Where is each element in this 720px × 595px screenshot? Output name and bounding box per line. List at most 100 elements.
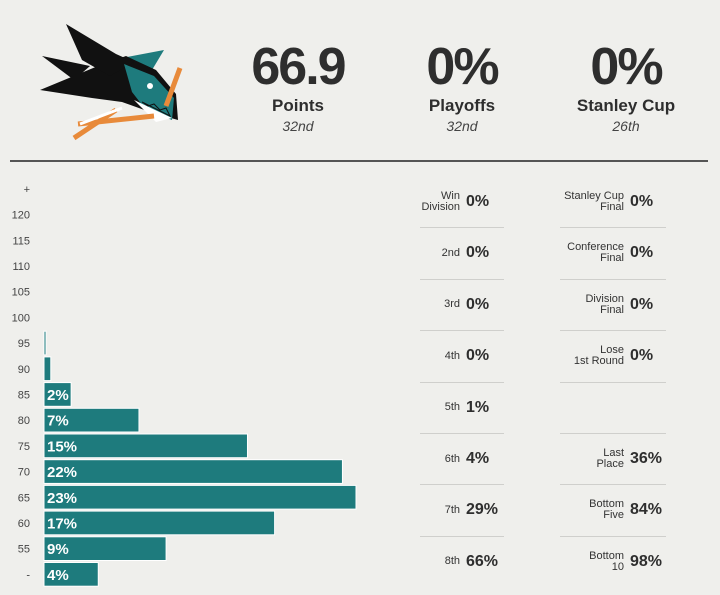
seed-value: 66% (466, 552, 499, 570)
bar-data-label: 7% (47, 413, 69, 430)
outcome-row: Division Final 0% (524, 285, 653, 325)
outcome-label: Bottom Five (589, 498, 624, 522)
outcome-divider (560, 278, 666, 280)
seed-row: 5th 1% (360, 388, 489, 428)
bar-data-label: 15% (47, 438, 77, 455)
y-tick-label: 70 (18, 467, 30, 479)
y-tick-label: 75 (18, 441, 30, 453)
seed-label: Win Division (421, 190, 460, 213)
seed-divider (420, 484, 504, 486)
outcome-label: Division Final (585, 292, 624, 316)
distribution-bar (43, 356, 52, 382)
y-tick-label: 80 (18, 415, 30, 427)
header-divider (10, 160, 708, 162)
stanley-cup-rank: 26th (612, 118, 640, 134)
outcome-value: 0% (630, 347, 654, 365)
outcome-row: Conference Final 0% (524, 233, 653, 273)
outcome-value: 36% (630, 450, 663, 467)
seed-label: 5th (444, 401, 460, 414)
seed-row: 4th 0% (360, 336, 489, 376)
y-tick-label: 120 (12, 210, 30, 222)
outcome-row: Last Place 36% (524, 439, 662, 479)
points-rank: 32nd (282, 118, 314, 134)
seed-row: 3rd 0% (360, 285, 489, 325)
seed-row: 2nd 0% (360, 233, 489, 273)
y-tick-label: 90 (18, 364, 30, 376)
playoffs-label: Playoffs (428, 96, 496, 115)
distribution-bar (43, 407, 140, 433)
seed-divider (420, 278, 504, 280)
seed-label: 7th (444, 503, 460, 516)
seed-value: 0% (466, 193, 490, 210)
outcome-label: Stanley Cup Final (564, 190, 624, 213)
outcome-divider (560, 484, 666, 486)
outcome-value: 98% (630, 552, 663, 570)
outcome-divider (560, 381, 666, 383)
y-tick-label: 60 (18, 518, 30, 530)
outcome-divider (560, 330, 666, 332)
playoffs-stat: 0% Playoffs 32nd (377, 40, 547, 134)
outcome-label: Last Place (596, 447, 624, 470)
playoffs-value: 0% (426, 38, 499, 96)
seed-divider (420, 535, 504, 537)
points-value: 66.9 (251, 38, 346, 96)
outcome-divider (560, 433, 666, 434)
outcome-divider (560, 535, 666, 537)
seed-value: 0% (466, 347, 490, 365)
distribution-bar (43, 484, 357, 510)
outcome-value: 0% (630, 295, 654, 313)
stanley-cup-label: Stanley Cup (576, 96, 676, 115)
seed-label: 8th (444, 555, 460, 568)
seed-value: 4% (466, 450, 490, 467)
seed-value: 0% (466, 295, 490, 313)
outcome-divider (560, 227, 666, 229)
outcome-row: Bottom 10 98% (524, 542, 662, 582)
stanley-cup-value: 0% (590, 38, 663, 96)
distribution-bar (43, 536, 167, 561)
outcome-value: 0% (630, 244, 654, 262)
stanley-cup-stat: 0% Stanley Cup 26th (541, 40, 711, 134)
seed-label: 3rd (444, 298, 460, 311)
seed-row: 6th 4% (360, 439, 489, 479)
seed-row: 8th 66% (360, 542, 498, 582)
bar-data-label: 22% (47, 464, 77, 481)
distribution-bar (43, 330, 47, 356)
bar-data-label: 9% (47, 541, 69, 558)
y-tick-label: 85 (18, 389, 30, 401)
outcome-label: Conference Final (567, 241, 624, 265)
seed-divider (420, 433, 504, 434)
y-tick-label: + (24, 184, 30, 196)
distribution-bar (43, 459, 343, 484)
y-tick-label: 110 (12, 261, 30, 273)
seed-row: 7th 29% (360, 490, 498, 530)
bar-data-label: 17% (47, 515, 77, 532)
bar-data-label: 23% (47, 490, 77, 507)
seed-divider (420, 227, 504, 229)
seed-label: 6th (444, 452, 460, 465)
seed-row: Win Division 0% (360, 182, 489, 222)
y-tick-label: 65 (18, 492, 30, 504)
points-label: Points (272, 96, 324, 115)
outcome-value: 84% (630, 501, 663, 519)
playoffs-rank: 32nd (446, 118, 478, 134)
seed-divider (420, 381, 504, 383)
seed-value: 29% (466, 501, 499, 519)
outcome-label: Lose 1st Round (573, 344, 624, 368)
points-stat: 66.9 Points 32nd (213, 40, 383, 134)
shark-logo-icon (40, 24, 183, 141)
seed-divider (420, 330, 504, 332)
seed-label: 4th (444, 349, 460, 362)
y-tick-label: 55 (18, 544, 30, 556)
bar-data-label: 4% (47, 567, 69, 584)
bar-data-label: 2% (47, 387, 69, 404)
y-tick-label: 95 (18, 338, 30, 350)
outcome-row: Lose 1st Round 0% (524, 336, 653, 376)
y-tick-label: 115 (12, 235, 30, 247)
outcome-row: Stanley Cup Final 0% (524, 182, 653, 222)
points-distribution-chart: +120 115 110 105 100 95 90 85 2% 80 7% 75 15% 70 22% 65… (12, 184, 357, 587)
y-tick-label: 105 (12, 287, 30, 299)
seed-value: 1% (466, 398, 490, 416)
y-tick-label: 100 (12, 312, 30, 324)
y-tick-label: - (26, 569, 30, 581)
seed-value: 0% (466, 244, 490, 262)
